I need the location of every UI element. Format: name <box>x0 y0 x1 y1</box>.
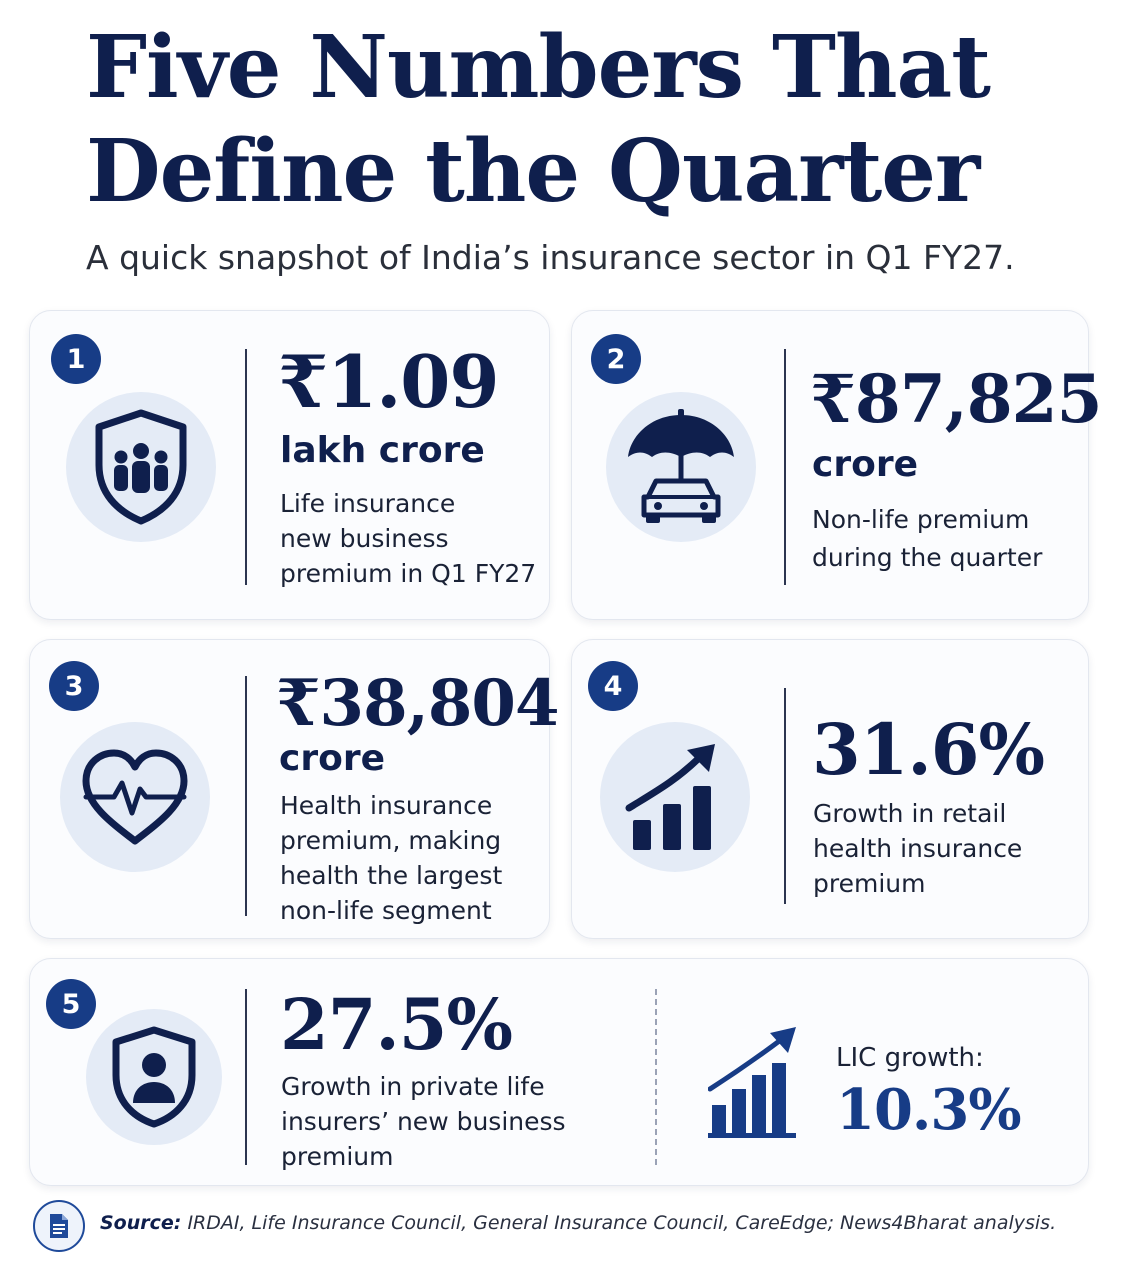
divider <box>784 688 786 904</box>
icon-circle <box>60 722 210 872</box>
source-text: IRDAI, Life Insurance Council, General I… <box>187 1212 1057 1234</box>
icon-circle <box>66 392 216 542</box>
shield-person-icon <box>112 1026 196 1128</box>
source-note: Source: IRDAI, Life Insurance Council, G… <box>100 1210 1080 1237</box>
stat-card-1: 1 ₹1.09 lakh crore Life insurance new bu… <box>29 310 550 620</box>
page-title: Five Numbers That Define the Quarter <box>86 17 991 222</box>
source-label: Source: <box>100 1212 182 1234</box>
source-icon-circle <box>33 1200 85 1252</box>
stat-description: Health insurance premium, making health … <box>280 791 503 925</box>
lic-growth-value: 10.3% <box>836 1077 1022 1143</box>
stat-description: Growth in retail health insurance premiu… <box>813 799 1023 898</box>
stat-value: ₹87,825 <box>810 360 1103 438</box>
card-number-badge: 3 <box>49 661 99 711</box>
heart-pulse-icon <box>82 749 188 845</box>
card-number-badge: 2 <box>591 334 641 384</box>
card-number-badge: 5 <box>46 979 96 1029</box>
card-number-badge: 4 <box>588 661 638 711</box>
page-subtitle: A quick snapshot of India’s insurance se… <box>86 238 1015 277</box>
stat-unit: lakh crore <box>280 430 485 471</box>
stat-description: Growth in private life insurers’ new bus… <box>281 1072 566 1171</box>
stat-description: Life insurance new business premium in Q… <box>280 489 537 588</box>
stat-card-5: 5 27.5% Growth in private life insurers’… <box>29 958 1089 1186</box>
divider <box>245 989 247 1165</box>
divider <box>784 349 786 585</box>
dashed-divider <box>655 989 657 1165</box>
growth-chart-icon <box>625 744 715 850</box>
icon-circle <box>86 1009 222 1145</box>
document-icon <box>50 1214 68 1238</box>
divider <box>245 349 247 585</box>
stat-value: 27.5% <box>280 983 513 1066</box>
stat-value: ₹38,804 <box>276 666 559 741</box>
bar-growth-icon <box>708 1027 796 1138</box>
stat-unit: crore <box>279 738 385 779</box>
stat-card-3: 3 ₹38,804 crore Health insurance premium… <box>29 639 559 939</box>
icon-circle <box>600 722 750 872</box>
card-number-badge: 1 <box>51 334 101 384</box>
shield-people-icon <box>95 409 187 525</box>
stat-card-4: 4 31.6% Growth in retail health insuranc… <box>571 639 1089 939</box>
stat-card-2: 2 ₹87,825 crore Non-life premium during … <box>571 310 1103 620</box>
stat-description: Non-life premium during the quarter <box>812 505 1043 572</box>
divider <box>245 676 247 916</box>
icon-circle <box>606 392 756 542</box>
stat-unit: crore <box>812 444 918 485</box>
stat-value: ₹1.09 <box>278 339 499 424</box>
lic-growth-label: LIC growth: <box>836 1043 984 1073</box>
umbrella-car-icon <box>628 409 734 523</box>
stat-value: 31.6% <box>812 708 1045 791</box>
